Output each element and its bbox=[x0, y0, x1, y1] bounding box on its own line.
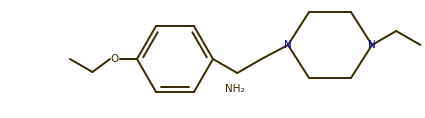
Text: O: O bbox=[111, 54, 119, 64]
Text: N: N bbox=[368, 40, 376, 50]
Text: NH₂: NH₂ bbox=[225, 84, 245, 94]
Text: N: N bbox=[284, 40, 292, 50]
